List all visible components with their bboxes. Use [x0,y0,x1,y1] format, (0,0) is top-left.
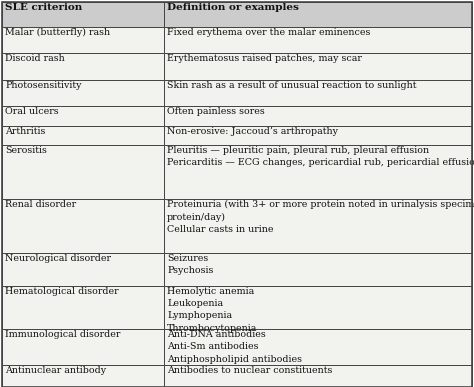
Bar [2,106,164,125]
Text: Skin rash as a result of unusual reaction to sunlight: Skin rash as a result of unusual reactio… [167,81,417,90]
Text: Neurological disorder: Neurological disorder [5,254,111,263]
Bar [2,199,164,253]
Text: Seizures
Psychosis: Seizures Psychosis [167,254,213,275]
Text: Non-erosive: Jaccoud’s arthropathy: Non-erosive: Jaccoud’s arthropathy [167,127,338,136]
Text: Discoid rash: Discoid rash [5,54,65,63]
Text: Hematological disorder: Hematological disorder [5,287,118,296]
Bar [164,125,472,145]
Bar [164,145,472,199]
Bar [164,199,472,253]
Bar [2,2,164,26]
Text: Definition or examples: Definition or examples [167,3,299,12]
Text: Arthritis: Arthritis [5,127,46,136]
Bar [2,145,164,199]
Text: Proteinuria (with 3+ or more protein noted in urinalysis specimen or 0.5 g of
pr: Proteinuria (with 3+ or more protein not… [167,200,474,234]
Bar [164,365,472,387]
Bar [2,365,164,387]
Bar [164,2,472,26]
Text: Anti-DNA antibodies
Anti-Sm antibodies
Antiphospholipid antibodies: Anti-DNA antibodies Anti-Sm antibodies A… [167,330,302,363]
Bar [2,125,164,145]
Bar [164,26,472,53]
Text: Pleuritis — pleuritic pain, pleural rub, pleural effusion
Pericarditis — ECG cha: Pleuritis — pleuritic pain, pleural rub,… [167,146,474,167]
Text: Oral ulcers: Oral ulcers [5,107,59,116]
Bar [2,79,164,106]
Bar [2,286,164,329]
Text: Erythematosus raised patches, may scar: Erythematosus raised patches, may scar [167,54,362,63]
Text: Serositis: Serositis [5,146,47,155]
Bar [164,286,472,329]
Bar [164,106,472,125]
Text: Immunological disorder: Immunological disorder [5,330,120,339]
Text: Antibodies to nuclear constituents: Antibodies to nuclear constituents [167,366,333,375]
Text: Malar (butterfly) rash: Malar (butterfly) rash [5,28,110,37]
Text: Antinuclear antibody: Antinuclear antibody [5,366,106,375]
Text: Hemolytic anemia
Leukopenia
Lymphopenia
Thrombocytopenia: Hemolytic anemia Leukopenia Lymphopenia … [167,287,257,333]
Bar [2,26,164,53]
Bar [164,79,472,106]
Text: Fixed erythema over the malar eminences: Fixed erythema over the malar eminences [167,28,371,37]
Bar [2,253,164,286]
Bar [164,53,472,79]
Text: Photosensitivity: Photosensitivity [5,81,82,90]
Text: Often painless sores: Often painless sores [167,107,265,116]
Text: SLE criterion: SLE criterion [5,3,82,12]
Bar [2,53,164,79]
Bar [164,253,472,286]
Bar [164,329,472,365]
Bar [2,329,164,365]
Text: Renal disorder: Renal disorder [5,200,76,209]
